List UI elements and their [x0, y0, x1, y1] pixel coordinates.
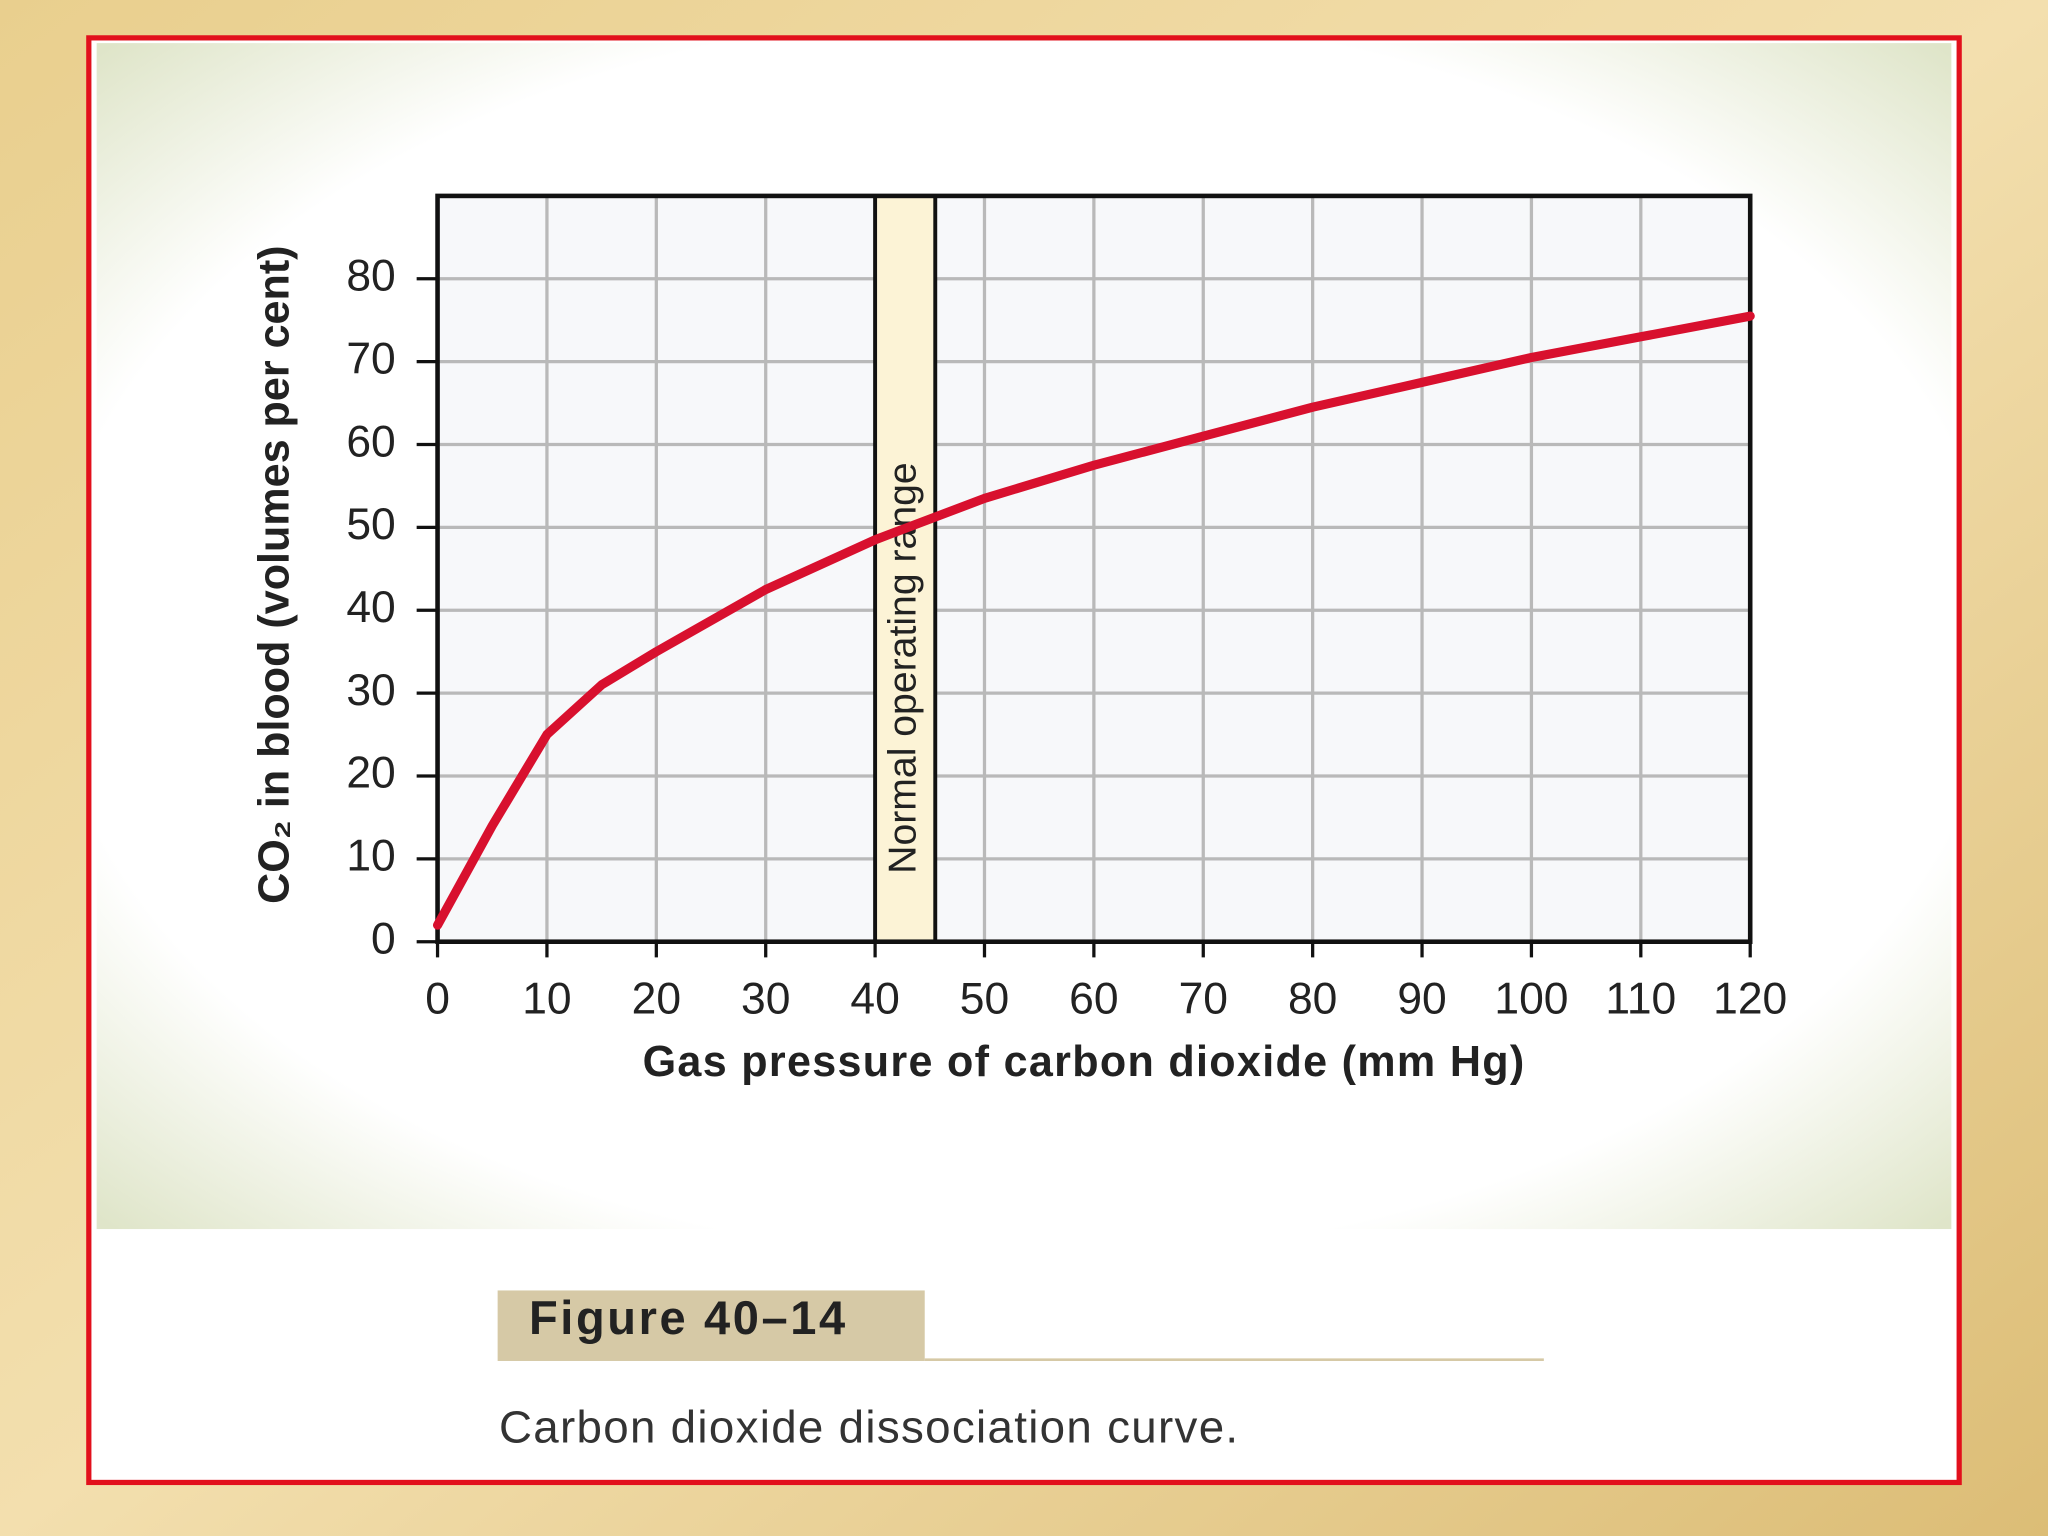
x-axis-title: Gas pressure of carbon dioxide (mm Hg) — [643, 1038, 1526, 1086]
y-axis-title: CO₂ in blood (volumes per cent) — [250, 245, 298, 903]
x-tick-label: 10 — [522, 975, 571, 1024]
y-tick-label: 80 — [346, 252, 395, 301]
x-tick-label: 30 — [741, 975, 790, 1024]
highlight-band — [875, 195, 936, 942]
chart: 0 10 20 30 40 50 60 70 80 90 100 110 120 0 10 20 30 40 50 6… — [346, 193, 1787, 1024]
figure-label-box — [497, 1290, 925, 1361]
x-tick-label: 40 — [850, 975, 899, 1024]
x-tick-label: 100 — [1494, 975, 1568, 1024]
x-tick-label: 60 — [1069, 975, 1118, 1024]
x-tick-label: 110 — [1605, 975, 1676, 1024]
y-tick-label: 60 — [346, 417, 395, 466]
x-tick-label: 120 — [1713, 975, 1787, 1024]
x-tick-label: 50 — [960, 975, 1009, 1024]
x-tick-label: 0 — [425, 975, 450, 1024]
y-tick-label: 0 — [371, 914, 396, 963]
x-tick-label: 80 — [1288, 975, 1337, 1024]
data-line — [432, 311, 1755, 930]
x-tick-label: 70 — [1179, 975, 1228, 1024]
y-tick-label: 50 — [346, 500, 395, 549]
y-tick-label: 30 — [346, 666, 395, 715]
x-tick-label: 20 — [632, 975, 681, 1024]
x-tick-label: 90 — [1397, 975, 1446, 1024]
caption-text: Carbon dioxide dissociation curve. — [499, 1401, 1240, 1452]
y-tick-label: 10 — [346, 832, 395, 881]
y-tick-label: 20 — [346, 749, 395, 798]
plot-border — [435, 193, 1753, 944]
figure-number: Figure 40–14 — [529, 1291, 848, 1344]
y-tick-label: 70 — [346, 334, 395, 383]
y-tick-label: 40 — [346, 583, 395, 632]
